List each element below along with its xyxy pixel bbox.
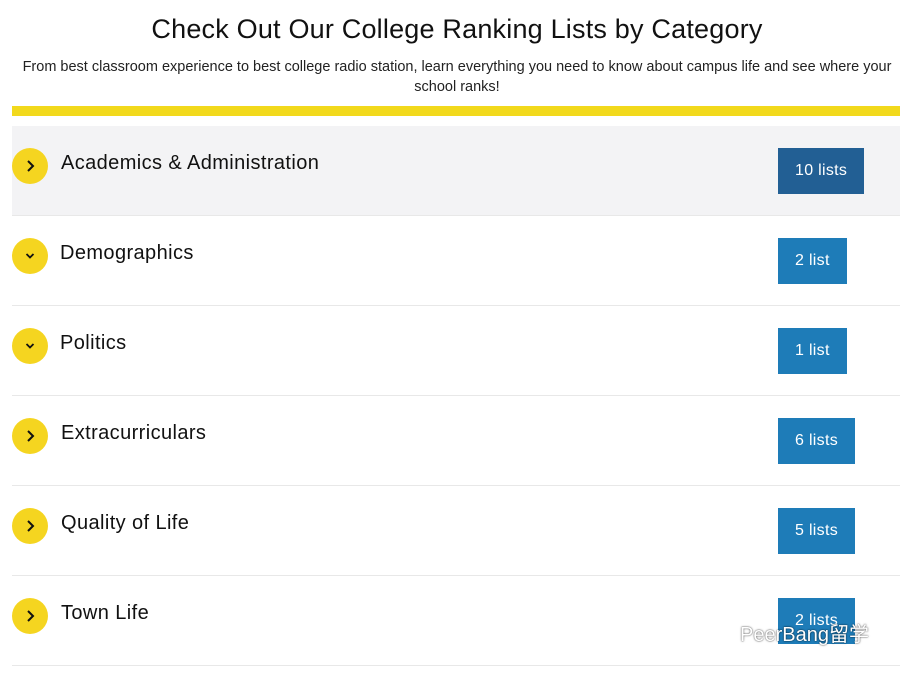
chevron-down-icon[interactable] [12, 328, 48, 364]
category-label: Town Life [61, 602, 150, 624]
category-label: Politics [60, 332, 127, 354]
chevron-down-icon[interactable] [12, 238, 48, 274]
category-row-demographics[interactable]: Demographics 2 list [12, 216, 900, 306]
category-row-quality-of-life[interactable]: Quality of Life 5 lists [12, 486, 900, 576]
category-row-politics[interactable]: Politics 1 list [12, 306, 900, 396]
list-count-button[interactable]: 1 list [778, 328, 847, 374]
category-label: Extracurriculars [61, 422, 207, 444]
page-subtitle: From best classroom experience to best c… [22, 59, 892, 95]
chevron-right-icon[interactable] [12, 508, 48, 544]
chevron-right-icon[interactable] [12, 148, 48, 184]
watermark-text: PeerBang留学 [740, 624, 869, 646]
accent-divider [12, 106, 900, 116]
category-label: Quality of Life [61, 512, 190, 534]
list-count-button[interactable]: 10 lists [778, 148, 865, 194]
list-count-button[interactable]: 6 lists [778, 418, 855, 464]
category-label: Demographics [60, 242, 194, 264]
category-row-extracurriculars[interactable]: Extracurriculars 6 lists [12, 396, 900, 486]
category-list: Academics & Administration 10 lists Demo… [12, 126, 900, 666]
list-count-button[interactable]: 2 list [778, 238, 847, 284]
watermark: PeerBang留学 [696, 618, 869, 647]
list-count-button[interactable]: 2 lists [778, 598, 855, 644]
wechat-icon [697, 620, 731, 645]
list-count-button[interactable]: 5 lists [778, 508, 855, 554]
category-row-town-life[interactable]: Town Life 2 lists [12, 576, 900, 666]
page-title: Check Out Our College Ranking Lists by C… [151, 14, 763, 44]
category-label: Academics & Administration [61, 152, 320, 174]
chevron-right-icon[interactable] [12, 598, 48, 634]
category-row-academics[interactable]: Academics & Administration 10 lists [12, 126, 900, 216]
chevron-right-icon[interactable] [12, 418, 48, 454]
